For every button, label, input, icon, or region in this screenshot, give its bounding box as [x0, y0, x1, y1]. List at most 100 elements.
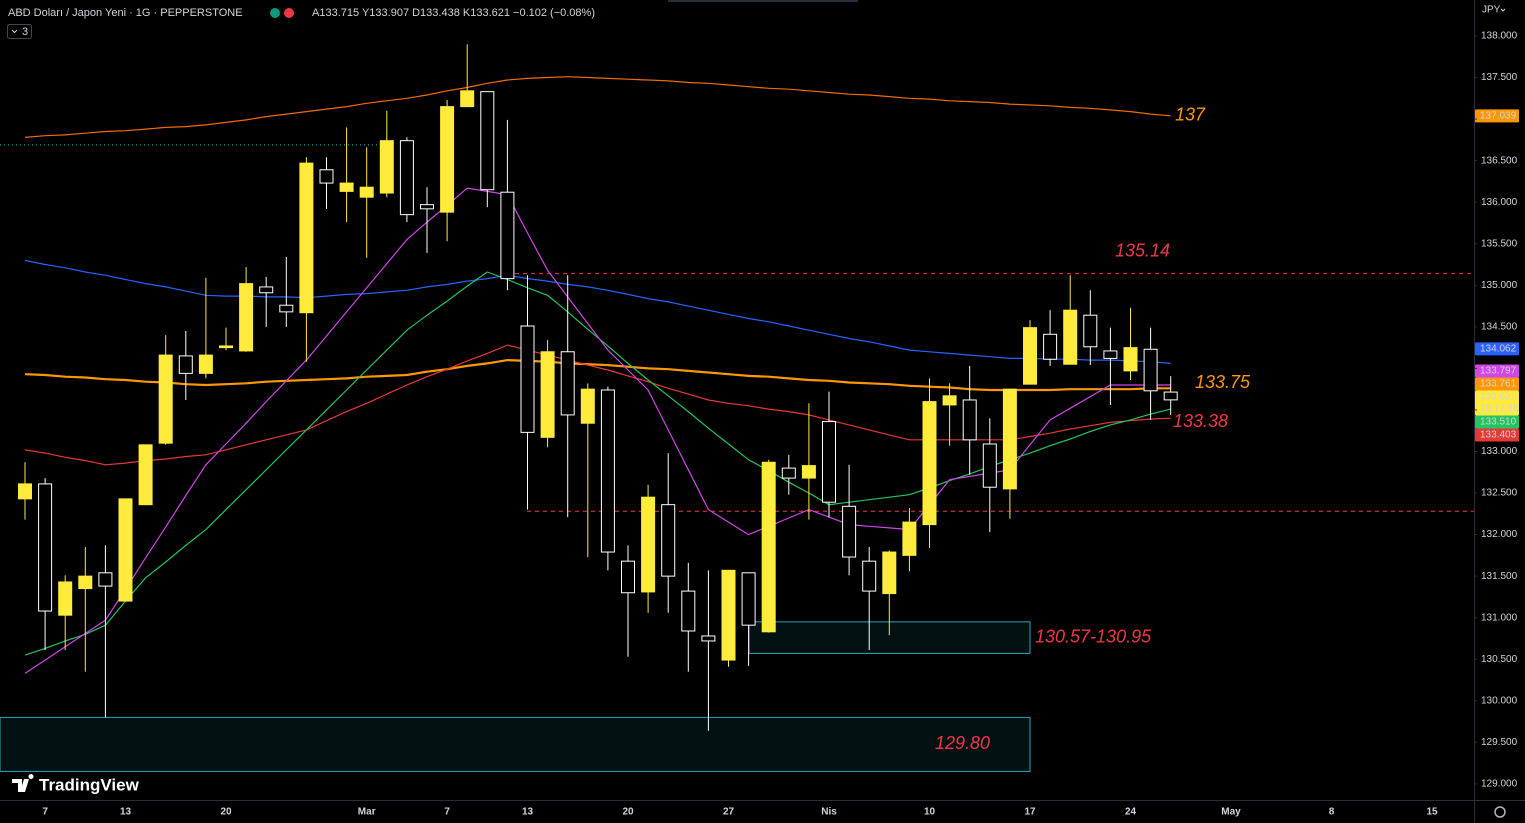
candle-body: [1002, 388, 1017, 490]
price-tag: [1475, 377, 1519, 391]
candle-body: [982, 443, 997, 488]
x-tick-label: Nis: [821, 807, 837, 818]
x-tick-label: Mar: [358, 807, 376, 818]
candle-body: [1063, 309, 1078, 365]
chevron-icon: [11, 29, 18, 34]
candle-body: [78, 575, 93, 590]
level-label: 135.14: [1115, 240, 1170, 260]
zone-label: 129.80: [935, 733, 990, 753]
candle-body: [379, 140, 394, 194]
ma-line: [24, 187, 1171, 674]
price-tag: [1475, 415, 1519, 429]
candle-body: [1163, 391, 1178, 401]
candle-body: [279, 304, 294, 313]
ohlc-legend: A133.715 Y133.907 D133.438 K133.621 −0.1…: [312, 7, 595, 19]
price-tag-label: 133.510: [1480, 417, 1517, 428]
candle-body: [38, 483, 53, 612]
y-tick-label: 136.000: [1481, 197, 1518, 208]
y-tick-label: 130.500: [1481, 654, 1518, 665]
candle-body: [58, 581, 73, 616]
price-tag-label: 133.761: [1480, 379, 1517, 390]
candle-body: [219, 345, 233, 349]
price-tag-label: 133.797: [1480, 366, 1517, 377]
candle-body: [118, 498, 133, 602]
x-tick-label: 7: [444, 807, 450, 818]
settings-icon[interactable]: [1494, 806, 1506, 818]
candle-body: [339, 182, 354, 192]
price-tag: [1475, 342, 1519, 356]
candle-body: [621, 560, 635, 594]
y-tick-label: 132.000: [1481, 529, 1518, 540]
y-tick-label: 137.500: [1481, 72, 1518, 83]
candle-body: [399, 140, 414, 216]
candle-body: [1043, 333, 1058, 360]
x-tick-label: 13: [522, 807, 534, 818]
x-tick-label: 20: [622, 807, 634, 818]
candle-body: [440, 106, 455, 213]
logo: TradingView: [39, 775, 140, 794]
y-tick-label: 129.500: [1481, 737, 1518, 748]
candle-body: [560, 351, 575, 416]
x-tick-label: 24: [1125, 807, 1137, 818]
x-tick-label: 15: [1426, 807, 1438, 818]
candle-body: [178, 355, 193, 374]
price-tag-label: 133.403: [1480, 430, 1517, 441]
candle-body: [18, 483, 32, 500]
candle-body: [842, 505, 857, 558]
candle-body: [500, 191, 515, 280]
y-tick-label: 129.000: [1481, 779, 1518, 790]
candle-body: [1103, 350, 1118, 359]
candle-body: [681, 590, 696, 632]
price-tag-label: 137.039: [1480, 110, 1517, 121]
chart-title: ABD Doları / Japon Yeni · 1G · PEPPERSTO…: [8, 7, 243, 19]
y-tick-label: 136.500: [1481, 155, 1518, 166]
candle-body: [862, 560, 877, 592]
candle-body: [259, 286, 274, 294]
y-tick-label: 131.500: [1481, 571, 1518, 582]
y-tick-label: 135.500: [1481, 238, 1518, 249]
candle-body: [902, 521, 917, 556]
candle-body: [299, 162, 314, 314]
candle-body: [480, 91, 495, 191]
x-tick-label: May: [1221, 807, 1241, 818]
y-tick-label: 138.000: [1481, 31, 1518, 42]
ma-line: [24, 76, 1171, 138]
x-tick-label: 7: [42, 807, 48, 818]
x-tick-label: 8: [1329, 807, 1335, 818]
candle-body: [1023, 327, 1037, 385]
annotation: 133.38: [1173, 411, 1228, 431]
candle-body: [1083, 314, 1098, 348]
candle-body: [822, 421, 836, 503]
candle-body: [1123, 347, 1138, 372]
annotation: 137: [1175, 105, 1206, 125]
candle-body: [721, 569, 736, 661]
logo-icon: [12, 773, 34, 792]
chevron-icon: [1500, 8, 1506, 12]
candle-body: [761, 461, 776, 633]
ma-line: [24, 358, 1171, 392]
indicator-toggle[interactable]: [7, 24, 32, 39]
candle-body: [922, 401, 937, 526]
candle-body: [741, 572, 756, 626]
candle-body: [942, 395, 957, 406]
price-tag: [1475, 428, 1519, 442]
candle-body: [781, 467, 796, 479]
indicator-count[interactable]: 3: [22, 26, 28, 38]
top-handle: [668, 0, 858, 2]
x-tick-label: 13: [120, 807, 132, 818]
candle-body: [359, 186, 374, 198]
currency-label[interactable]: JPY: [1482, 5, 1501, 16]
y-tick-label: 130.000: [1481, 695, 1518, 706]
candle-body: [460, 90, 475, 108]
price-tag: [1475, 109, 1519, 123]
y-tick-label: 132.500: [1481, 488, 1518, 499]
ma-line: [24, 344, 1171, 466]
y-tick-label: 133.000: [1481, 446, 1518, 457]
candle-body: [962, 399, 977, 441]
candle-body: [580, 388, 595, 424]
candle-body: [1143, 348, 1158, 392]
countdown: 15:17:16: [1480, 404, 1519, 415]
